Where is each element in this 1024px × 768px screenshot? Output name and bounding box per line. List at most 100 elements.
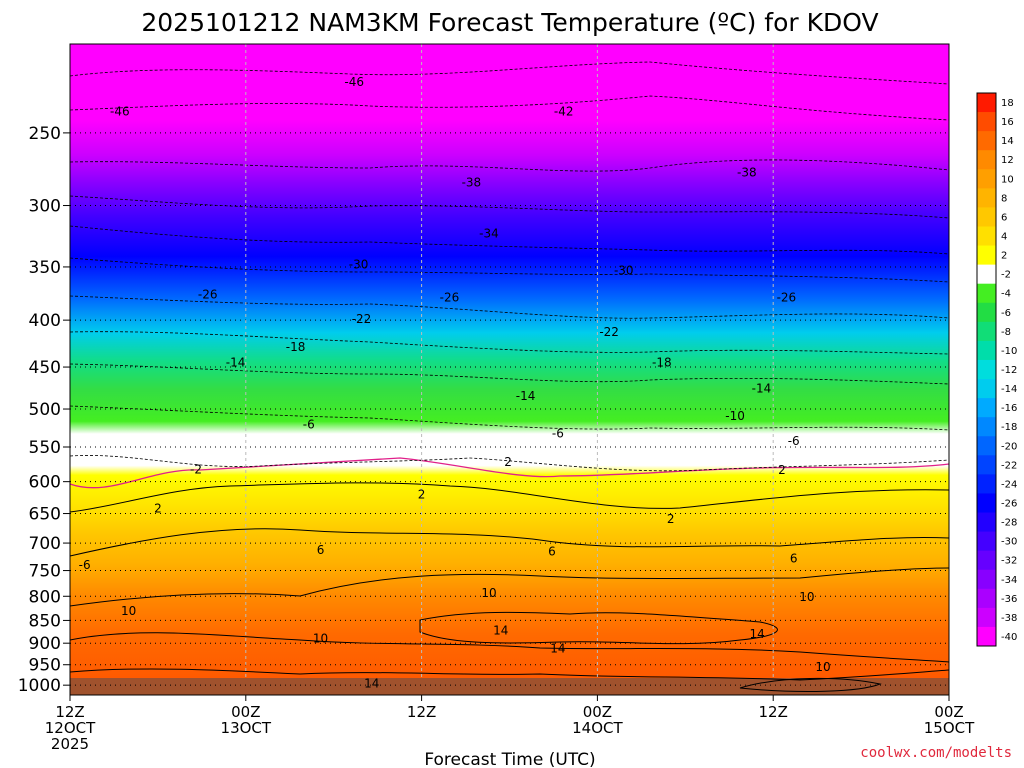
y-tick-label: 300 bbox=[29, 197, 61, 217]
y-tick-label: 350 bbox=[29, 258, 61, 278]
contour-label: -46 bbox=[344, 75, 364, 89]
colorbar-label: -6 bbox=[1001, 308, 1011, 319]
contour-label: -6 bbox=[79, 558, 91, 572]
y-tick-label: 650 bbox=[29, 505, 61, 525]
colorbar-swatch bbox=[977, 493, 996, 513]
contour-label: 14 bbox=[749, 627, 764, 641]
colorbar-label: 18 bbox=[1001, 98, 1014, 109]
colorbar-label: -16 bbox=[1001, 403, 1017, 414]
colorbar-label: -22 bbox=[1001, 460, 1017, 471]
contour-label: 6 bbox=[317, 543, 325, 557]
x-tick-label: 12Z bbox=[55, 703, 84, 721]
credit-text: coolwx.com/modelts bbox=[860, 745, 1012, 761]
contour-label: -30 bbox=[614, 263, 634, 277]
svg-text:Forecast Time (UTC): Forecast Time (UTC) bbox=[424, 750, 595, 768]
time-gridlines bbox=[245, 44, 774, 678]
colorbar-frame bbox=[976, 92, 997, 647]
colorbar-label: -24 bbox=[1001, 479, 1017, 490]
colorbar-swatch bbox=[977, 226, 996, 246]
contour-label: 10 bbox=[799, 590, 814, 604]
contour-lines-solid bbox=[69, 482, 950, 692]
contour-label: -26 bbox=[440, 291, 460, 305]
colorbar-label: -14 bbox=[1001, 384, 1017, 395]
colorbar-swatch bbox=[977, 379, 996, 399]
colorbar-swatch bbox=[977, 588, 996, 609]
y-tick-label: 1000 bbox=[18, 676, 61, 696]
colorbar-label: 10 bbox=[1001, 174, 1014, 185]
colorbar-swatch bbox=[977, 131, 996, 151]
contour-label: 6 bbox=[790, 552, 798, 566]
colorbar-swatch bbox=[977, 302, 996, 323]
colorbar-label: 4 bbox=[1001, 232, 1007, 243]
svg-text:2025101212 NAM3KM Forecast Tem: 2025101212 NAM3KM Forecast Temperature (… bbox=[141, 8, 878, 37]
y-tick-label: 700 bbox=[29, 534, 61, 554]
colorbar-label: -10 bbox=[1001, 346, 1017, 357]
x-tick-label: 12OCT bbox=[45, 719, 96, 737]
y-tick-label: 550 bbox=[29, 438, 61, 458]
contour-label: -42 bbox=[554, 105, 574, 119]
plot-frame bbox=[69, 43, 950, 696]
y-tick-label: 800 bbox=[29, 587, 61, 607]
contour-label: -26 bbox=[198, 287, 218, 301]
colorbar-label: 12 bbox=[1001, 155, 1014, 166]
x-axis-title: Forecast Time (UTC) bbox=[424, 750, 595, 768]
colorbar-label: -26 bbox=[1001, 498, 1017, 509]
contour-label: -10 bbox=[725, 409, 745, 423]
y-tick-label: 600 bbox=[29, 473, 61, 493]
contour-label: 14 bbox=[364, 677, 379, 691]
x-tick-label: 00Z bbox=[583, 703, 612, 721]
colorbar-swatch bbox=[977, 607, 996, 628]
colorbar-label: -32 bbox=[1001, 556, 1017, 567]
contour-label: 10 bbox=[313, 632, 328, 646]
colorbar-swatch bbox=[977, 626, 996, 647]
colorbar-swatch bbox=[977, 245, 996, 266]
colorbar-swatch bbox=[977, 112, 996, 132]
x-tick-label: 12Z bbox=[759, 703, 788, 721]
colorbar-swatch bbox=[977, 150, 996, 170]
contour-labels: -46-46-42-38-38-34-30 -30-26 -26 -26-22-22-… bbox=[79, 75, 831, 691]
colorbar-swatch bbox=[977, 359, 996, 380]
contour-label: -6 bbox=[788, 434, 800, 448]
colorbar-label: 8 bbox=[1001, 193, 1007, 204]
y-tick-label: 950 bbox=[29, 656, 61, 676]
colorbar-label: -4 bbox=[1001, 289, 1011, 300]
colorbar-swatch bbox=[977, 474, 996, 494]
y-tick-label: 400 bbox=[29, 311, 61, 331]
contour-lines bbox=[69, 61, 950, 472]
y-tick-label: 250 bbox=[29, 124, 61, 144]
colorbar-label: -40 bbox=[1001, 632, 1017, 643]
colorbar-swatch bbox=[977, 321, 996, 342]
contour-label: -18 bbox=[286, 340, 306, 354]
contour-label: 10 bbox=[815, 660, 830, 674]
contour-label: -26 bbox=[777, 291, 797, 305]
y-tick-label: 750 bbox=[29, 562, 61, 582]
contour-label: 2 bbox=[154, 502, 162, 516]
contour-label: 14 bbox=[493, 624, 508, 638]
colorbar-swatch bbox=[977, 283, 996, 304]
colorbar-swatch bbox=[977, 207, 996, 227]
colorbar-swatch bbox=[977, 436, 996, 456]
contour-label: -18 bbox=[652, 356, 672, 370]
contour-label: 2 bbox=[504, 455, 512, 469]
contour-label: -38 bbox=[462, 175, 482, 189]
colorbar-label: -18 bbox=[1001, 422, 1017, 433]
colorbar: 18 16 14 12 10 8 6 4 2 -2 -4 -6 -8 -10 -12 -14 -16 -18 -20… bbox=[976, 92, 1017, 647]
y-tick-label: 450 bbox=[29, 358, 61, 378]
colorbar-swatch bbox=[977, 398, 996, 418]
x-tick-label: 13OCT bbox=[221, 719, 272, 737]
contour-label: 6 bbox=[548, 545, 556, 559]
contour-label: 2 bbox=[778, 463, 786, 477]
colorbar-label: -36 bbox=[1001, 594, 1017, 605]
y-tick-label: 850 bbox=[29, 611, 61, 631]
contour-label: -22 bbox=[599, 325, 619, 339]
x-tick-label: 12Z bbox=[407, 703, 436, 721]
colorbar-label: 6 bbox=[1001, 212, 1007, 223]
contour-label: -14 bbox=[752, 382, 772, 396]
colorbar-label: -12 bbox=[1001, 365, 1017, 376]
contour-label: 10 bbox=[121, 604, 136, 618]
y-axis: 250 300 350 400 450 500 550 600 650 700 750 800 850 9… bbox=[18, 124, 70, 696]
colorbar-swatch bbox=[977, 188, 996, 208]
contour-label: -30 bbox=[349, 258, 369, 272]
